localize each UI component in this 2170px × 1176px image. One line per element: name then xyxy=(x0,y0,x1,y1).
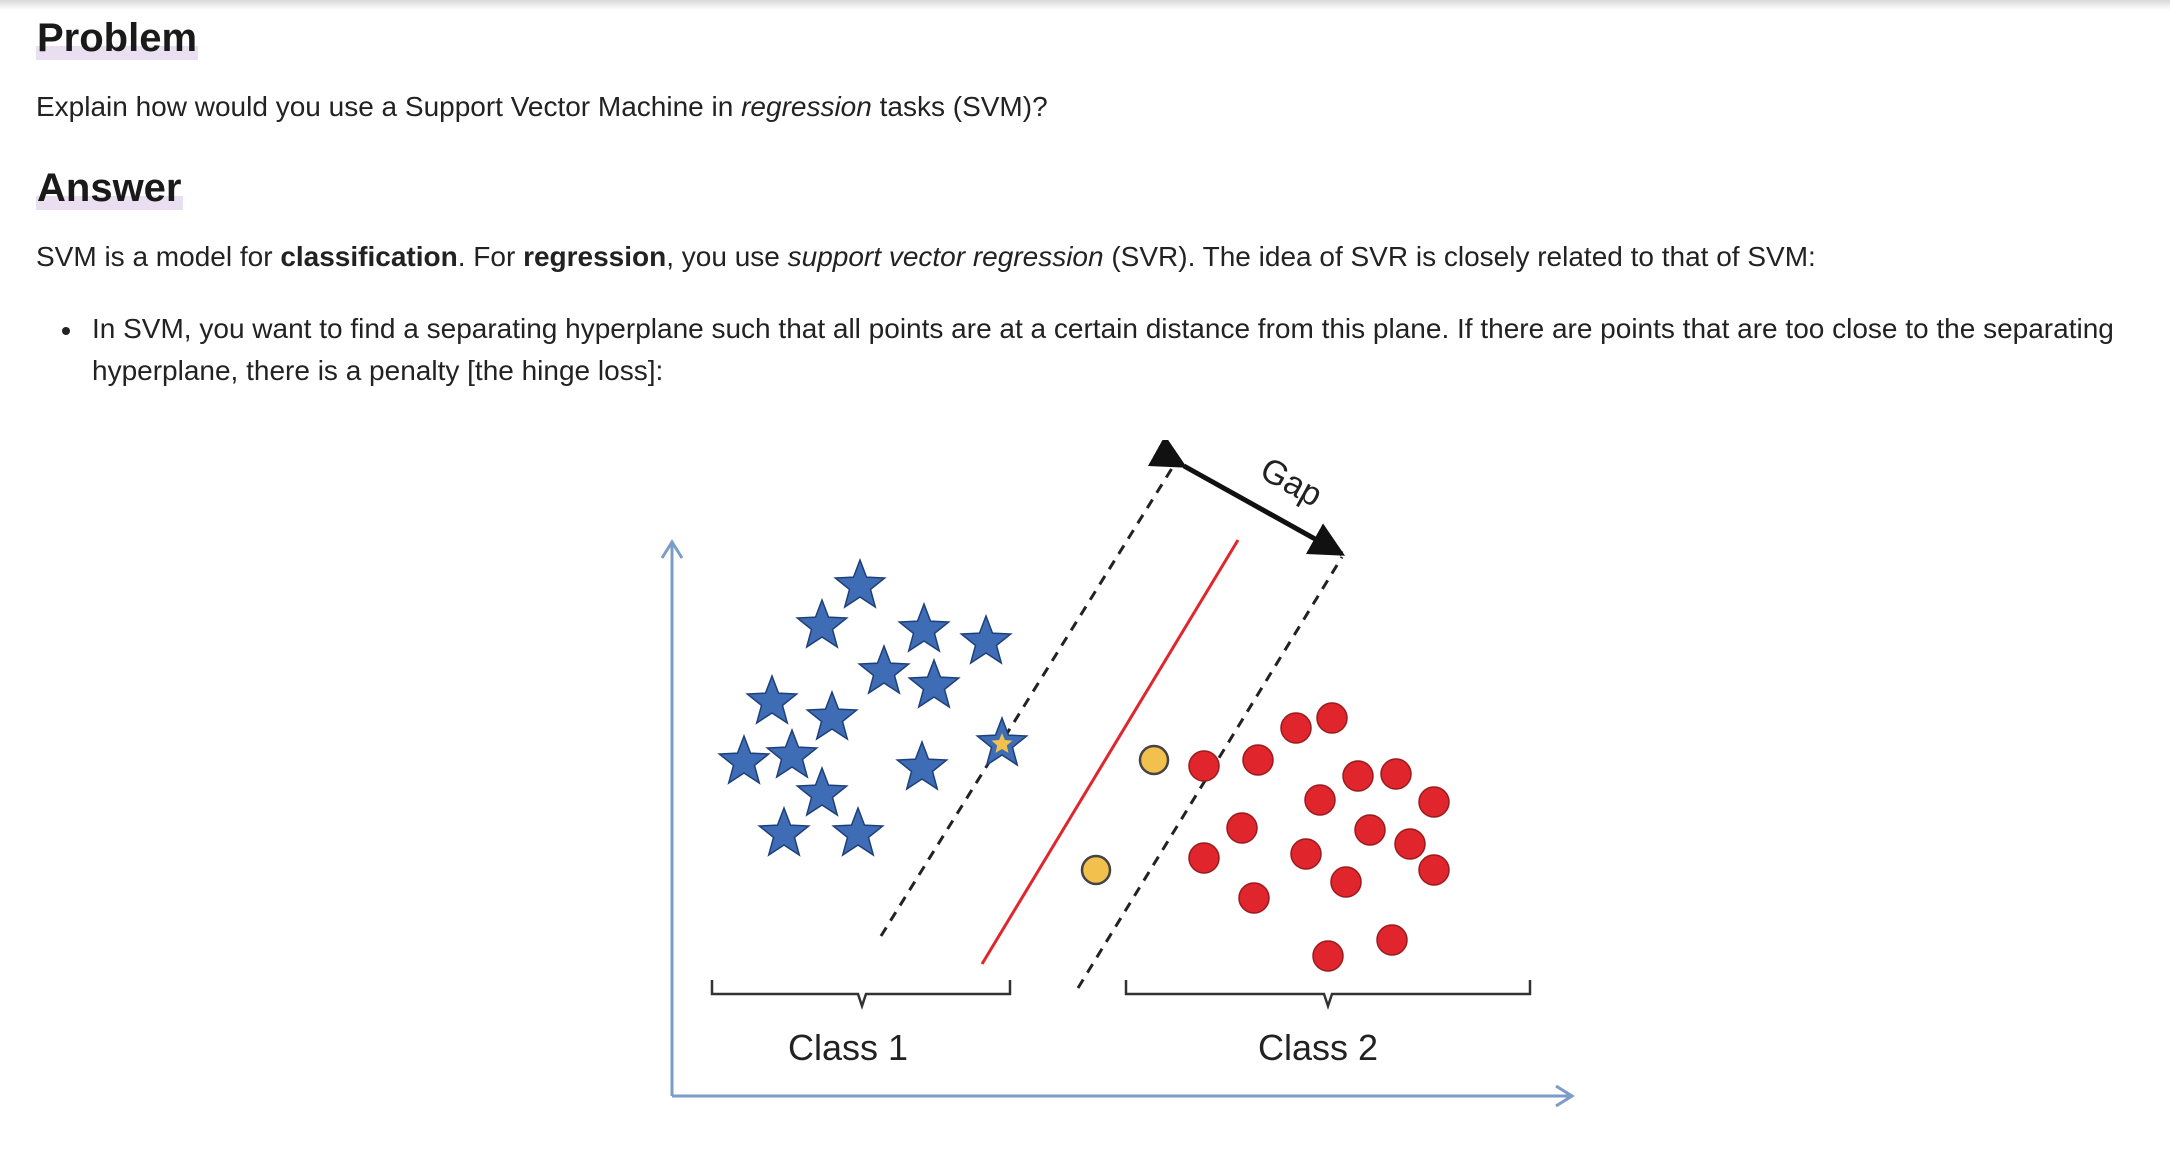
class2-circle xyxy=(1380,758,1412,790)
class2-circle xyxy=(1394,828,1426,860)
class1-star xyxy=(857,643,911,695)
class1-star xyxy=(959,613,1013,665)
class1-star xyxy=(795,597,849,649)
class2-circle xyxy=(1238,882,1270,914)
class1-star xyxy=(833,557,887,609)
class2-circle xyxy=(1226,812,1258,844)
answer-bullet-list: In SVM, you want to find a separating hy… xyxy=(36,308,2126,392)
class1-star xyxy=(907,657,961,709)
class2-brace xyxy=(1124,980,1532,1010)
class2-circle xyxy=(1376,924,1408,956)
bullet-item: In SVM, you want to find a separating hy… xyxy=(36,308,2126,392)
class1-star xyxy=(765,727,819,779)
class2-circle xyxy=(1316,702,1348,734)
separating-hyperplane xyxy=(980,539,1240,965)
svm-figure: Gap Class 1 Class 2 xyxy=(660,440,1575,1108)
class2-circle xyxy=(1188,842,1220,874)
top-shadow xyxy=(0,0,2170,10)
class2-circles xyxy=(1080,702,1450,972)
class2-circle xyxy=(1418,854,1450,886)
class1-star xyxy=(805,689,859,741)
class1-star xyxy=(757,805,811,857)
class2-circle xyxy=(1280,712,1312,744)
class2-circle xyxy=(1312,940,1344,972)
gap-label: Gap xyxy=(1254,450,1329,514)
answer-heading: Answer xyxy=(36,166,183,210)
answer-paragraph: SVM is a model for classification. For r… xyxy=(36,241,1816,272)
class2-circle xyxy=(1342,760,1374,792)
support-vector-star-center xyxy=(991,733,1013,753)
class1-star xyxy=(897,601,951,653)
class1-brace xyxy=(710,980,1012,1010)
class2-circle xyxy=(1354,814,1386,846)
class2-circle xyxy=(1290,838,1322,870)
class2-circle xyxy=(1242,744,1274,776)
class2-circle xyxy=(1330,866,1362,898)
class2-circle xyxy=(1418,786,1450,818)
gap-arrow xyxy=(1147,440,1346,557)
support-vector-circle xyxy=(1138,744,1170,776)
margin-line-left xyxy=(879,464,1176,937)
y-axis-arrow xyxy=(660,539,684,559)
class1-star xyxy=(795,765,849,817)
x-axis-arrow xyxy=(1555,1084,1575,1108)
class2-circle xyxy=(1304,784,1336,816)
class2-circle xyxy=(1188,750,1220,782)
class1-star xyxy=(831,805,885,857)
problem-heading: Problem xyxy=(36,16,199,60)
class1-star xyxy=(745,673,799,725)
support-vector-circle xyxy=(1080,854,1112,886)
class1-label: Class 1 xyxy=(788,1027,908,1068)
class2-label: Class 2 xyxy=(1258,1027,1378,1068)
class1-stars xyxy=(717,557,1029,857)
class1-star xyxy=(895,739,949,791)
problem-text: Explain how would you use a Support Vect… xyxy=(36,91,1048,122)
class1-star xyxy=(717,733,771,785)
